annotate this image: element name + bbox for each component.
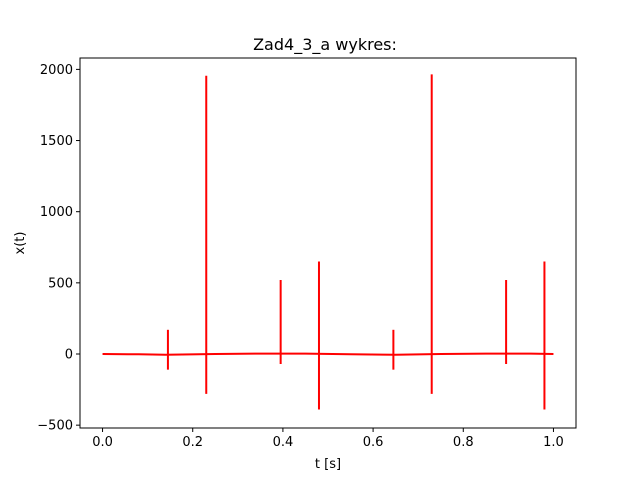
x-tick-label: 0.6	[363, 435, 384, 450]
x-tick-label: 0.8	[453, 435, 474, 450]
x-axis: 0.0 0.2 0.4 0.6 0.8 1.0	[92, 428, 564, 450]
x-tick-label: 0.4	[273, 435, 294, 450]
series-line	[102, 352, 554, 356]
y-tick-label: 0	[65, 348, 73, 363]
y-axis: −500 0 500 1000 1500 2000	[37, 63, 80, 434]
y-axis-label: x(t)	[13, 232, 28, 255]
y-tick-label: 2000	[40, 63, 73, 78]
y-tick-label: 1500	[40, 134, 73, 149]
x-tick-label: 0.2	[182, 435, 203, 450]
x-axis-label: t [s]	[315, 457, 341, 472]
y-tick-label: −500	[37, 419, 73, 434]
series-group	[102, 74, 554, 410]
x-tick-label: 0.0	[92, 435, 113, 450]
x-tick-label: 1.0	[543, 435, 564, 450]
y-tick-label: 1000	[40, 205, 73, 220]
chart-title: Zad4_3_a wykres:	[253, 35, 397, 55]
axes-frame	[79, 57, 577, 429]
y-tick-label: 500	[48, 276, 73, 291]
